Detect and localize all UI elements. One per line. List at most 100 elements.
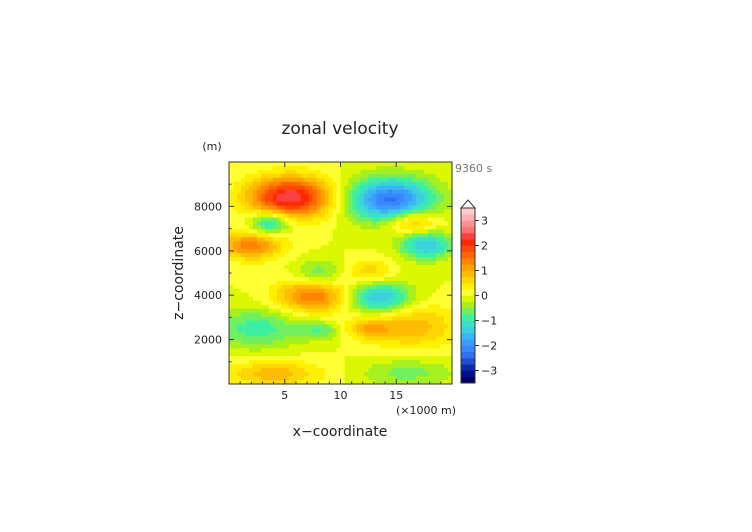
heatmap-cell (344, 312, 350, 318)
heatmap-cell (324, 237, 330, 242)
heatmap-cell (328, 380, 334, 385)
heatmap-cell (348, 376, 354, 381)
heatmap-cell (396, 201, 401, 207)
heatmap-cell (320, 225, 326, 230)
heatmap-cell (436, 169, 441, 175)
heatmap-cell (312, 221, 318, 227)
heatmap-cell (296, 344, 302, 349)
heatmap-cell (256, 324, 262, 330)
heatmap-cell (248, 241, 254, 246)
heatmap-cell (296, 292, 302, 298)
heatmap-cell (336, 249, 342, 254)
heatmap-cell (248, 269, 254, 274)
heatmap-cell (296, 328, 302, 334)
heatmap-cell (272, 205, 278, 211)
heatmap-cell (364, 320, 369, 326)
heatmap-cell (416, 201, 421, 207)
heatmap-cell (316, 269, 322, 274)
heatmap-cell (364, 284, 369, 290)
heatmap-cell (244, 233, 250, 238)
heatmap-cell (340, 205, 346, 211)
heatmap-cell (360, 332, 365, 338)
heatmap-cell (368, 332, 373, 338)
heatmap-cell (408, 364, 413, 369)
heatmap-cell (360, 217, 365, 223)
heatmap-cell (384, 348, 389, 353)
heatmap-cell (236, 372, 242, 377)
heatmap-cell (232, 233, 238, 238)
heatmap-cell (308, 273, 314, 278)
heatmap-cell (252, 316, 258, 322)
heatmap-cell (408, 300, 413, 306)
heatmap-cell (229, 360, 234, 365)
heatmap-cell (380, 213, 385, 219)
heatmap-cell (288, 173, 294, 179)
heatmap-cell (404, 360, 409, 365)
heatmap-cell (368, 165, 373, 171)
heatmap-cell (232, 308, 238, 314)
heatmap-cell (344, 332, 350, 338)
heatmap-cell (416, 320, 421, 326)
heatmap-cell (416, 261, 421, 266)
heatmap-cell (352, 245, 358, 250)
heatmap-cell (408, 269, 413, 274)
heatmap-cell (272, 197, 278, 203)
heatmap-cell (268, 368, 274, 373)
colorbar-segment (461, 226, 475, 234)
heatmap-cell (324, 185, 330, 191)
heatmap-cell (344, 364, 350, 369)
heatmap-cell (404, 273, 409, 278)
heatmap-cell (440, 165, 445, 171)
heatmap-cell (364, 241, 369, 246)
heatmap-cell (288, 296, 294, 302)
heatmap-cell (332, 209, 338, 215)
heatmap-cell (412, 229, 417, 234)
heatmap-cell (284, 273, 290, 278)
heatmap-cell (412, 189, 417, 195)
heatmap-cell (436, 348, 441, 353)
heatmap-cell (248, 320, 254, 326)
heatmap-cell (284, 209, 290, 215)
heatmap-cell (444, 189, 449, 195)
heatmap-cell (408, 169, 413, 175)
heatmap-cell (300, 249, 306, 254)
heatmap-cell (312, 193, 318, 199)
heatmap-cell (276, 197, 282, 203)
heatmap-cell (360, 237, 365, 242)
heatmap-cell (316, 276, 322, 282)
heatmap-cell (416, 352, 421, 357)
heatmap-cell (272, 284, 278, 290)
heatmap-cell (420, 276, 425, 282)
heatmap-cell (332, 276, 338, 282)
heatmap-cell (324, 380, 330, 385)
heatmap-cell (404, 316, 409, 322)
heatmap-cell (416, 245, 421, 250)
heatmap-cell (264, 368, 270, 373)
heatmap-cell (356, 169, 362, 175)
heatmap-cell (232, 249, 238, 254)
heatmap-cell (392, 288, 397, 294)
heatmap-cell (280, 261, 286, 266)
heatmap-cell (236, 364, 242, 369)
heatmap-cell (332, 217, 338, 223)
heatmap-cell (400, 324, 405, 330)
heatmap-cell (396, 209, 401, 215)
heatmap-cell (440, 189, 445, 195)
heatmap-cell (292, 177, 298, 183)
heatmap-cell (252, 292, 258, 298)
heatmap-cell (304, 296, 310, 302)
heatmap-cell (384, 368, 389, 373)
heatmap-cell (244, 340, 250, 345)
heatmap-cell (424, 221, 429, 227)
heatmap-cell (364, 253, 369, 258)
heatmap-cell (288, 376, 294, 381)
heatmap-cell (404, 181, 409, 187)
heatmap-cell (348, 300, 354, 306)
heatmap-cell (448, 173, 453, 179)
heatmap-cell (376, 197, 381, 203)
heatmap-cell (372, 316, 377, 322)
heatmap-cell (300, 348, 306, 353)
heatmap-cell (408, 344, 413, 349)
heatmap-cell (356, 221, 362, 227)
heatmap-cell (344, 205, 350, 211)
